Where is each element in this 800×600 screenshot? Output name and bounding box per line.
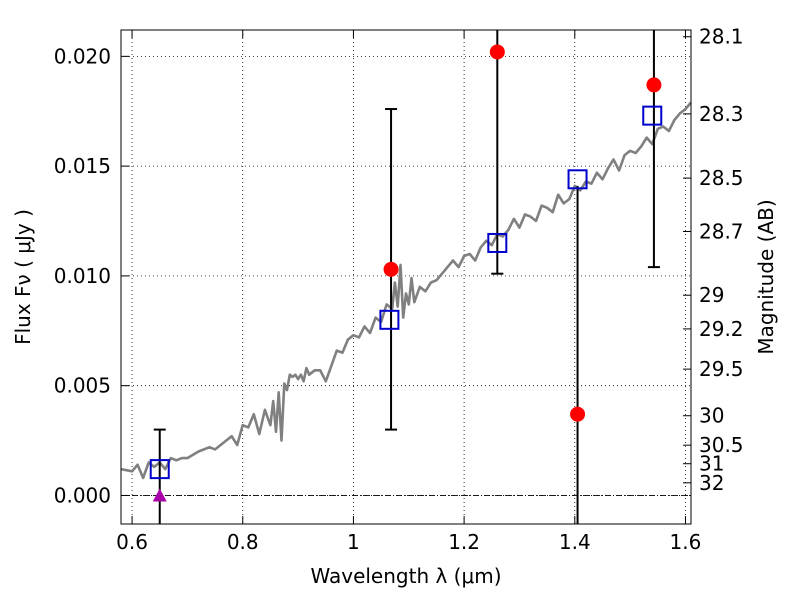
y-tick-label: 0.005 — [54, 374, 111, 398]
observed-point — [383, 261, 399, 277]
magnitude-tick-label: 30 — [699, 404, 724, 428]
magnitude-tick-label: 28.1 — [699, 25, 744, 49]
magnitude-tick-label: 28.3 — [699, 102, 744, 126]
plot-frame — [120, 29, 692, 525]
model-spectrum-line — [120, 101, 692, 480]
y-axis-title: Flux Fν ( μJy ) — [11, 209, 35, 345]
x-tick-labels: 0.6 0.8 1 1.2 1.4 1.6 — [116, 530, 701, 554]
magnitude-axis-title: Magnitude (AB) — [754, 199, 778, 354]
model-photometry-point — [567, 169, 588, 190]
error-bars-group — [153, 30, 660, 524]
magnitude-tick-label: 28.7 — [699, 219, 744, 243]
magnitude-tick-label: 29.5 — [699, 357, 744, 381]
axis-ticks — [121, 30, 691, 524]
magnitude-tick-label: 31 — [699, 452, 724, 476]
magnitude-tick-label: 29.2 — [699, 317, 744, 341]
upper-limit-marker — [152, 488, 167, 502]
observed-point — [646, 77, 662, 93]
y-tick-label: 0.020 — [54, 44, 111, 68]
magnitude-tick-label: 29 — [699, 283, 724, 307]
x-tick-label: 0.6 — [116, 530, 148, 554]
observed-points-group — [383, 44, 662, 422]
observed-point — [570, 406, 586, 422]
model-spectrum-group — [120, 101, 692, 480]
model-photometry-point — [642, 105, 663, 126]
y-tick-label: 0.000 — [54, 483, 111, 507]
magnitude-tick-label: 32 — [699, 471, 724, 495]
x-tick-label: 1 — [347, 530, 360, 554]
model-photometry-point — [487, 232, 508, 253]
grid-lines — [121, 30, 691, 524]
x-tick-label: 1.6 — [670, 530, 702, 554]
y-tick-label: 0.010 — [54, 264, 111, 288]
magnitude-tick-label: 28.5 — [699, 166, 744, 190]
observed-point — [489, 44, 505, 60]
model-photometry-point — [149, 459, 170, 480]
x-tick-label: 1.4 — [559, 530, 591, 554]
model-photometry-point — [379, 309, 400, 330]
x-tick-label: 1.2 — [448, 530, 480, 554]
y-tick-labels: 0.000 0.005 0.010 0.015 0.020 — [54, 44, 111, 507]
y-tick-label: 0.015 — [54, 154, 111, 178]
model-photometry-group — [149, 105, 663, 480]
x-tick-label: 0.8 — [227, 530, 259, 554]
magnitude-tick-label: 30.5 — [699, 433, 744, 457]
upper-limit-group — [152, 488, 167, 502]
x-axis-title: Wavelength λ (μm) — [310, 564, 501, 588]
